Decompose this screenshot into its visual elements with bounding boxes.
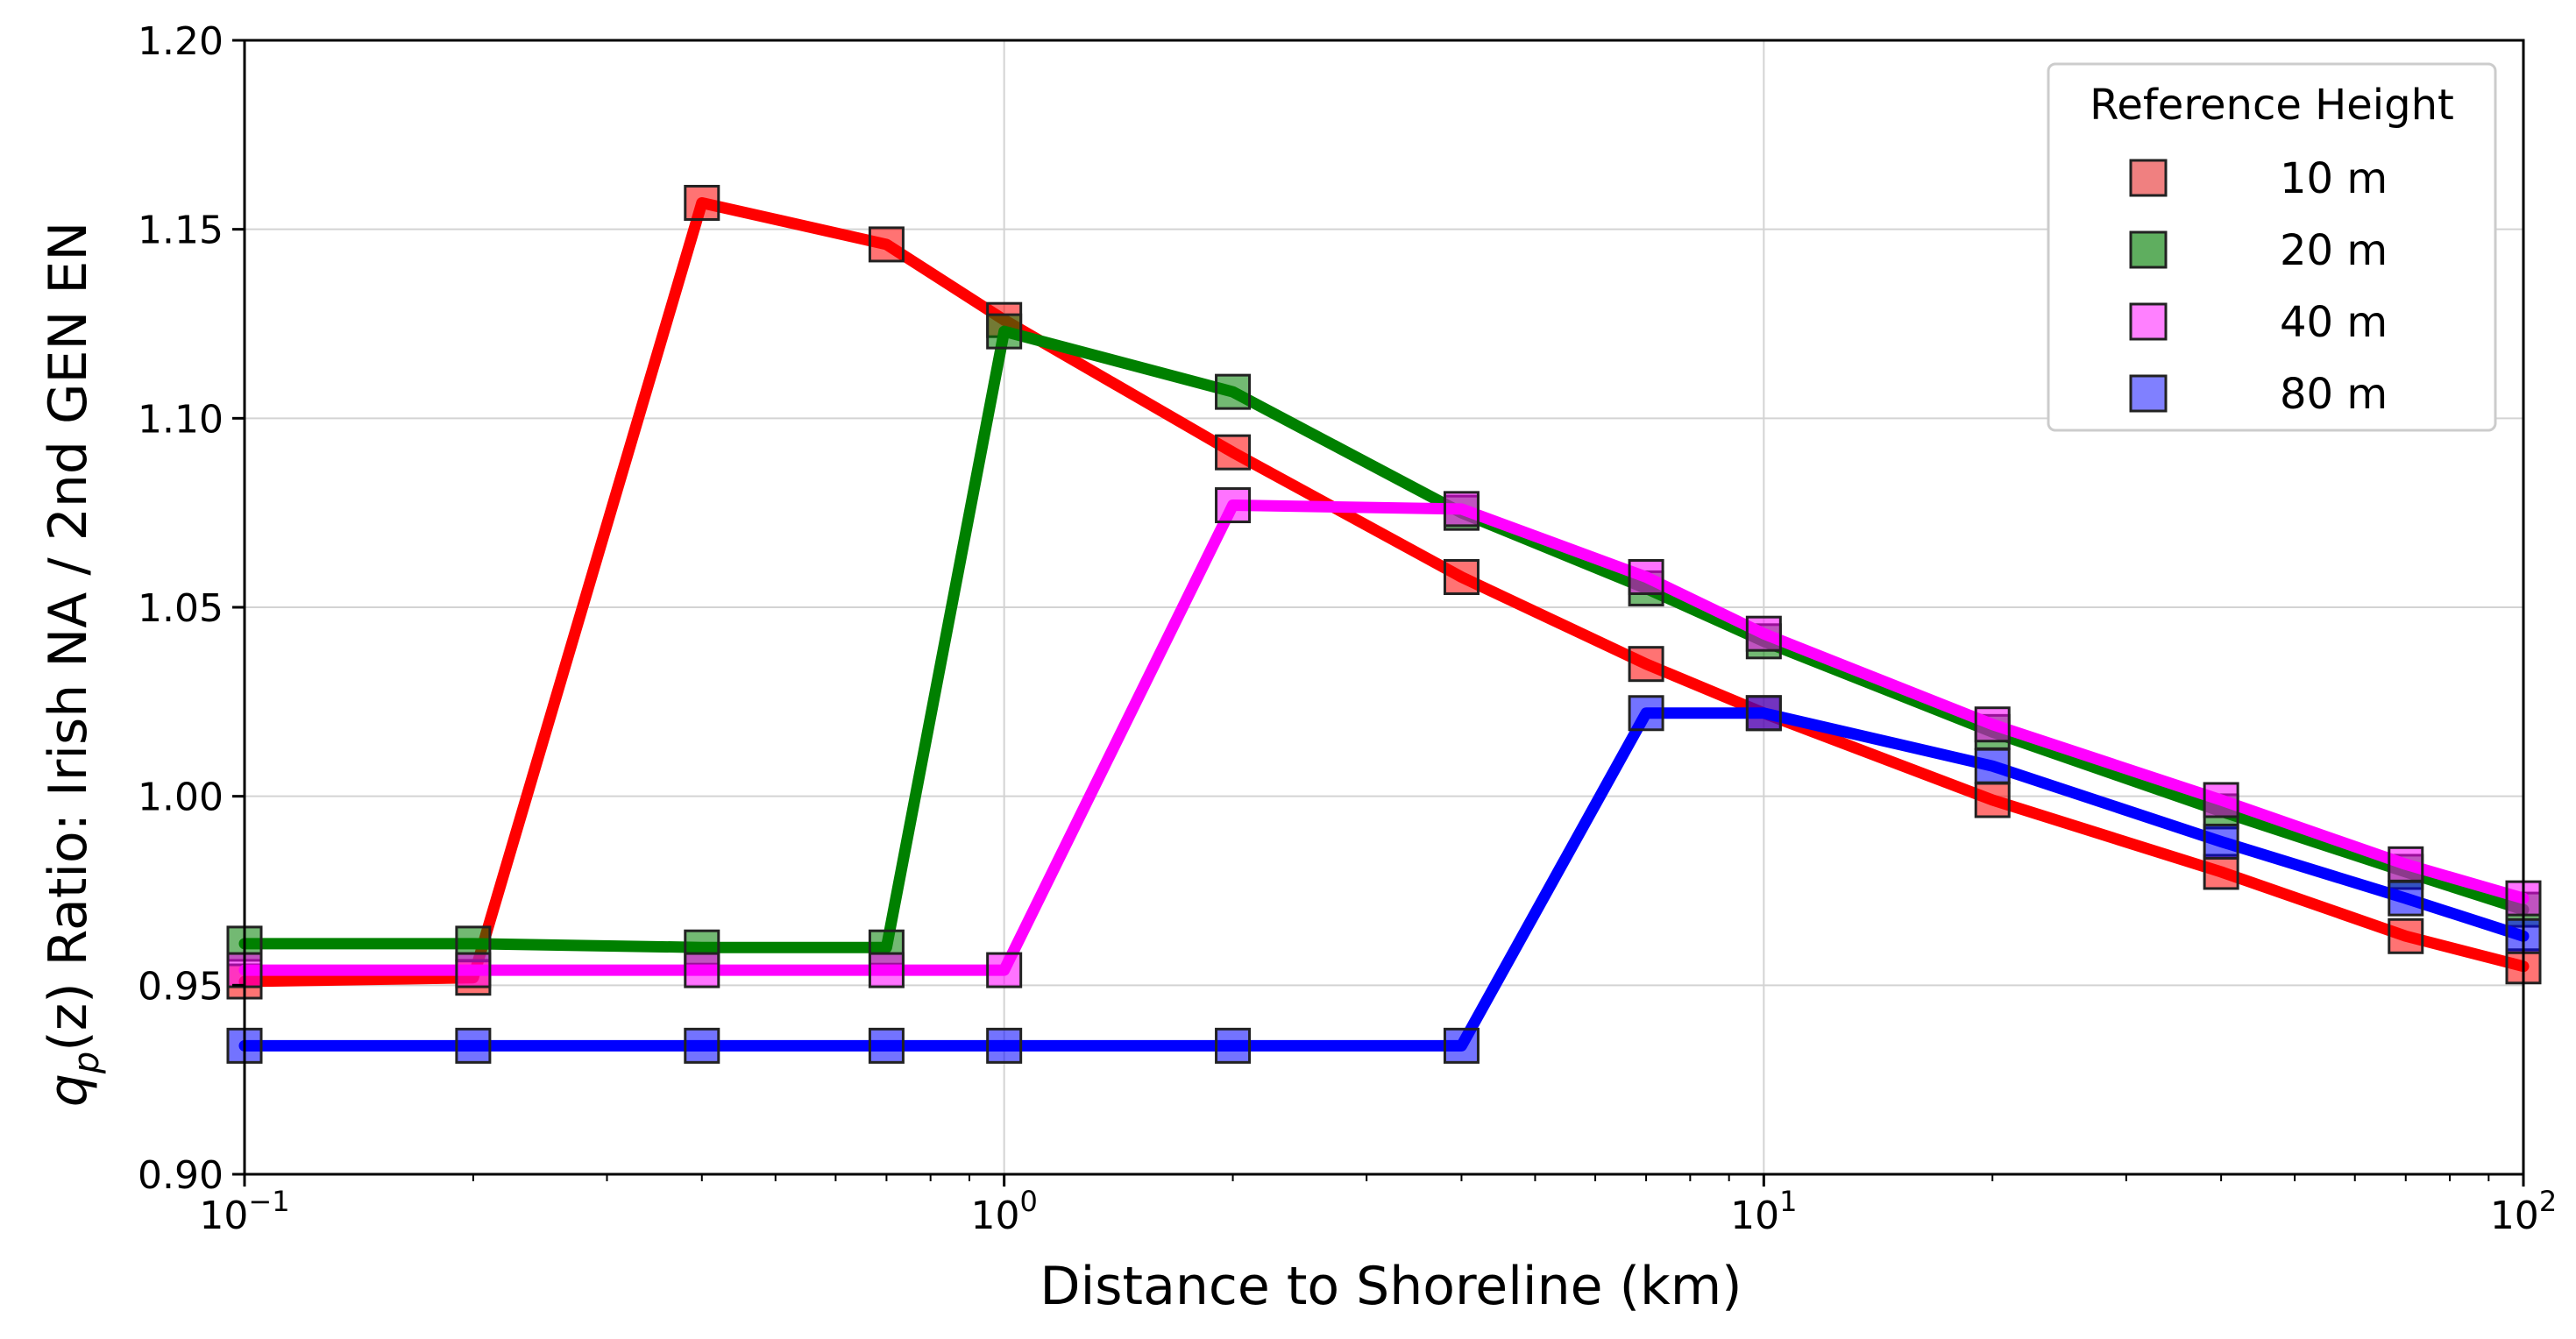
y-axis-label-sub: p — [67, 1052, 107, 1074]
data-point — [1745, 695, 1782, 732]
y-tick-label: 1.15 — [138, 209, 224, 253]
data-point — [986, 1027, 1023, 1064]
data-point — [1628, 646, 1664, 683]
y-tick-label: 1.05 — [138, 586, 224, 631]
data-point — [986, 313, 1023, 350]
series-line — [238, 707, 2530, 1052]
y-tick-label: 1.10 — [138, 397, 224, 442]
x-tick-label: 102 — [2490, 1185, 2557, 1238]
y-axis-label-q: q — [38, 1073, 99, 1107]
data-point — [1215, 1027, 1252, 1064]
x-tick-label: 101 — [1730, 1185, 1797, 1238]
y-axis-label: qp(z) Ratio: Irish NA / 2nd GEN EN — [38, 222, 107, 1107]
series-40m — [226, 487, 2542, 988]
data-point — [455, 952, 492, 988]
data-point — [2388, 880, 2424, 917]
legend-marker — [2129, 302, 2168, 341]
y-tick-label: 1.00 — [138, 776, 224, 820]
legend-label: 20 m — [2280, 226, 2388, 275]
data-point — [1443, 558, 1480, 595]
data-point — [1745, 615, 1782, 652]
data-point — [1215, 373, 1252, 410]
data-point — [868, 952, 905, 988]
y-tick-label: 0.95 — [138, 964, 224, 1009]
data-point — [868, 226, 905, 263]
data-point — [1974, 747, 2011, 784]
y-tick-label: 1.20 — [138, 19, 224, 64]
data-point — [986, 952, 1023, 988]
data-point — [1974, 782, 2011, 818]
axis-ticks: 0.90 0.95 1.00 1.05 1.10 1.15 1.20 10−1 100 101 10… — [138, 19, 2557, 1238]
legend-label: 80 m — [2280, 370, 2388, 419]
legend-marker — [2129, 159, 2168, 197]
data-point — [684, 184, 720, 221]
data-point — [684, 1027, 720, 1064]
data-point — [2203, 854, 2239, 890]
series-80m — [226, 695, 2542, 1064]
data-point — [2203, 782, 2239, 818]
data-point — [455, 1027, 492, 1064]
legend-marker — [2129, 230, 2168, 269]
data-point — [1628, 558, 1664, 595]
x-tick-label: 100 — [970, 1185, 1037, 1238]
data-point — [1215, 487, 1252, 524]
y-tick-label: 0.90 — [138, 1153, 224, 1198]
data-point — [1443, 491, 1480, 528]
data-point — [2203, 823, 2239, 860]
data-point — [1215, 434, 1252, 471]
data-point — [684, 952, 720, 988]
legend: Reference Height 10 m 20 m 40 m 80 m — [2047, 62, 2497, 432]
x-tick-label: 10−1 — [199, 1185, 289, 1238]
data-point — [2388, 917, 2424, 954]
data-point — [868, 1027, 905, 1064]
legend-marker — [2129, 374, 2168, 413]
legend-title: Reference Height — [2090, 81, 2454, 130]
data-point — [2388, 846, 2424, 882]
data-point — [1628, 695, 1664, 732]
legend-label: 10 m — [2280, 154, 2388, 203]
x-axis-label: Distance to Shoreline (km) — [1040, 1256, 1742, 1317]
legend-label: 40 m — [2280, 298, 2388, 347]
data-point — [1443, 1027, 1480, 1064]
y-axis-label-rest: (z) Ratio: Irish NA / 2nd GEN EN — [38, 222, 99, 1052]
data-point — [1974, 706, 2011, 743]
